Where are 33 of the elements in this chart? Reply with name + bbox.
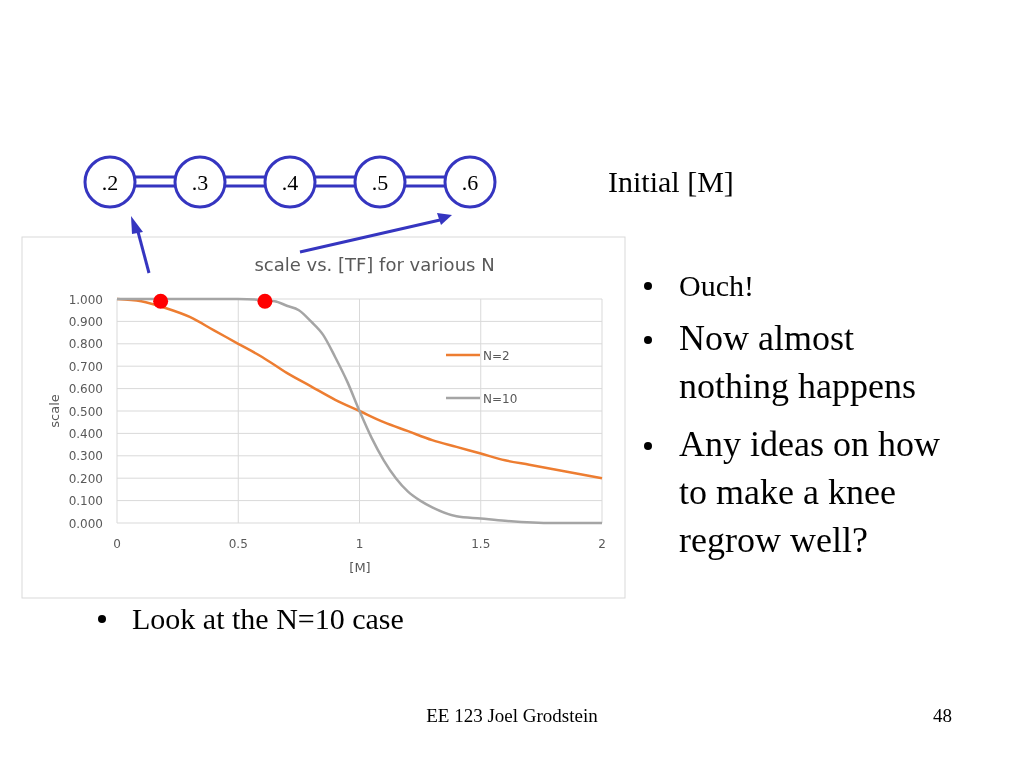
y-tick-label: 0.600 — [68, 382, 103, 397]
text: Any ideas on how to make a knee regrow well? — [679, 424, 940, 560]
y-tick-label: 0.300 — [68, 449, 103, 464]
text: 48 — [933, 705, 952, 726]
y-tick-label: 0.100 — [68, 494, 103, 509]
y-tick-label: 0.900 — [68, 314, 103, 329]
text: .6 — [461, 170, 479, 195]
text: .4 — [281, 170, 299, 195]
y-tick-label: 0.400 — [68, 426, 103, 441]
y-tick-label: 0.200 — [68, 471, 103, 486]
y-tick-label: 0.500 — [68, 404, 103, 419]
x-tick-label: 0 — [113, 537, 121, 551]
text: Look at the N=10 case — [132, 602, 404, 635]
legend-label: N=2 — [483, 349, 510, 363]
text: EE 123 Joel Grodstein — [426, 705, 599, 726]
chart-title: scale vs. [TF] for various N — [254, 254, 495, 275]
x-tick-label: 0.5 — [228, 537, 248, 551]
x-tick-label: 1.5 — [471, 537, 491, 551]
y-tick-label: 0.700 — [68, 359, 103, 374]
y-tick-label: 0.800 — [68, 337, 103, 352]
x-tick-label: 1 — [355, 537, 364, 551]
x-axis-title: [M] — [349, 560, 371, 575]
text: .2 — [101, 170, 119, 195]
y-tick-label: 1.000 — [68, 292, 103, 307]
y-axis-title: scale — [47, 394, 62, 428]
legend-label: N=10 — [483, 392, 518, 406]
text: Now almost nothing happens — [679, 318, 916, 406]
text: Initial [M] — [608, 165, 734, 198]
text: .3 — [191, 170, 209, 195]
x-tick-label: 2 — [598, 537, 606, 551]
text: .5 — [371, 170, 389, 195]
text: Ouch! — [679, 269, 754, 302]
y-tick-label: 0.000 — [68, 516, 103, 531]
